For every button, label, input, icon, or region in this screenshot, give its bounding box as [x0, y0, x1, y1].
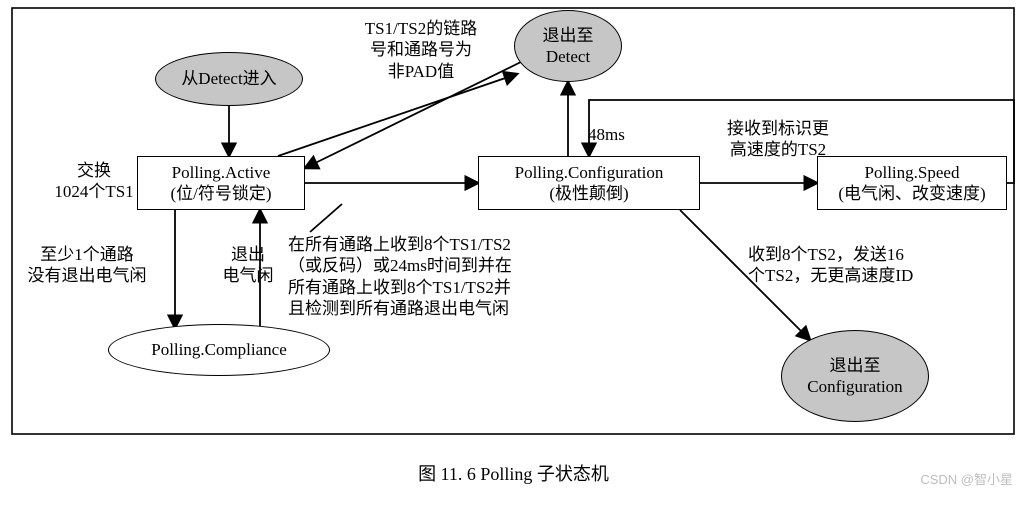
figure-caption: 图 11. 6 Polling 子状态机 [0, 460, 1027, 486]
edge-condition-leader [310, 204, 342, 232]
label-48ms: 48ms [588, 124, 648, 145]
node-exit-config-line1: 退出至 [830, 355, 881, 376]
diagram-canvas: 从Detect进入 退出至 Detect 退出至 Configuration P… [0, 0, 1027, 510]
node-speed-line1: Polling.Speed [865, 162, 960, 183]
node-exit-detect: 退出至 Detect [514, 10, 622, 82]
node-exit-config: 退出至 Configuration [781, 330, 929, 422]
node-configuration-line2: (极性颠倒) [549, 183, 628, 204]
label-ts1ts2-nonpad: TS1/TS2的链路 号和通路号为 非PAD值 [336, 18, 506, 82]
label-at-least-one: 至少1个通路 没有退出电气闲 [22, 244, 152, 287]
node-exit-config-line2: Configuration [807, 376, 902, 397]
node-active-line1: Polling.Active [172, 162, 271, 183]
edge-active-detect [278, 74, 517, 156]
node-compliance-line1: Polling.Compliance [151, 339, 287, 360]
node-configuration-line1: Polling.Configuration [515, 162, 664, 183]
label-exit-idle: 退出 电气闲 [218, 244, 278, 287]
node-exit-detect-line2: Detect [546, 46, 590, 67]
node-entry-line1: 从Detect进入 [181, 68, 276, 89]
node-speed-line2: (电气闲、改变速度) [838, 183, 985, 204]
label-exchange-ts1: 交换 1024个TS1 [46, 160, 142, 203]
watermark: CSDN @智小星 [920, 469, 1013, 488]
node-active: Polling.Active (位/符号锁定) [137, 156, 305, 210]
label-big-condition: 在所有通路上收到8个TS1/TS2 （或反码）或24ms时间到并在 所有通路上收… [288, 234, 548, 319]
node-configuration: Polling.Configuration (极性颠倒) [478, 156, 700, 210]
label-recv8-send16: 收到8个TS2，发送16 个TS2，无更高速度ID [748, 244, 978, 287]
node-active-line2: (位/符号锁定) [170, 183, 271, 204]
node-exit-detect-line1: 退出至 [543, 25, 594, 46]
label-recv-ts2: 接收到标识更 高速度的TS2 [713, 118, 843, 161]
node-speed: Polling.Speed (电气闲、改变速度) [817, 156, 1007, 210]
node-compliance: Polling.Compliance [108, 324, 330, 376]
node-entry: 从Detect进入 [155, 52, 303, 106]
